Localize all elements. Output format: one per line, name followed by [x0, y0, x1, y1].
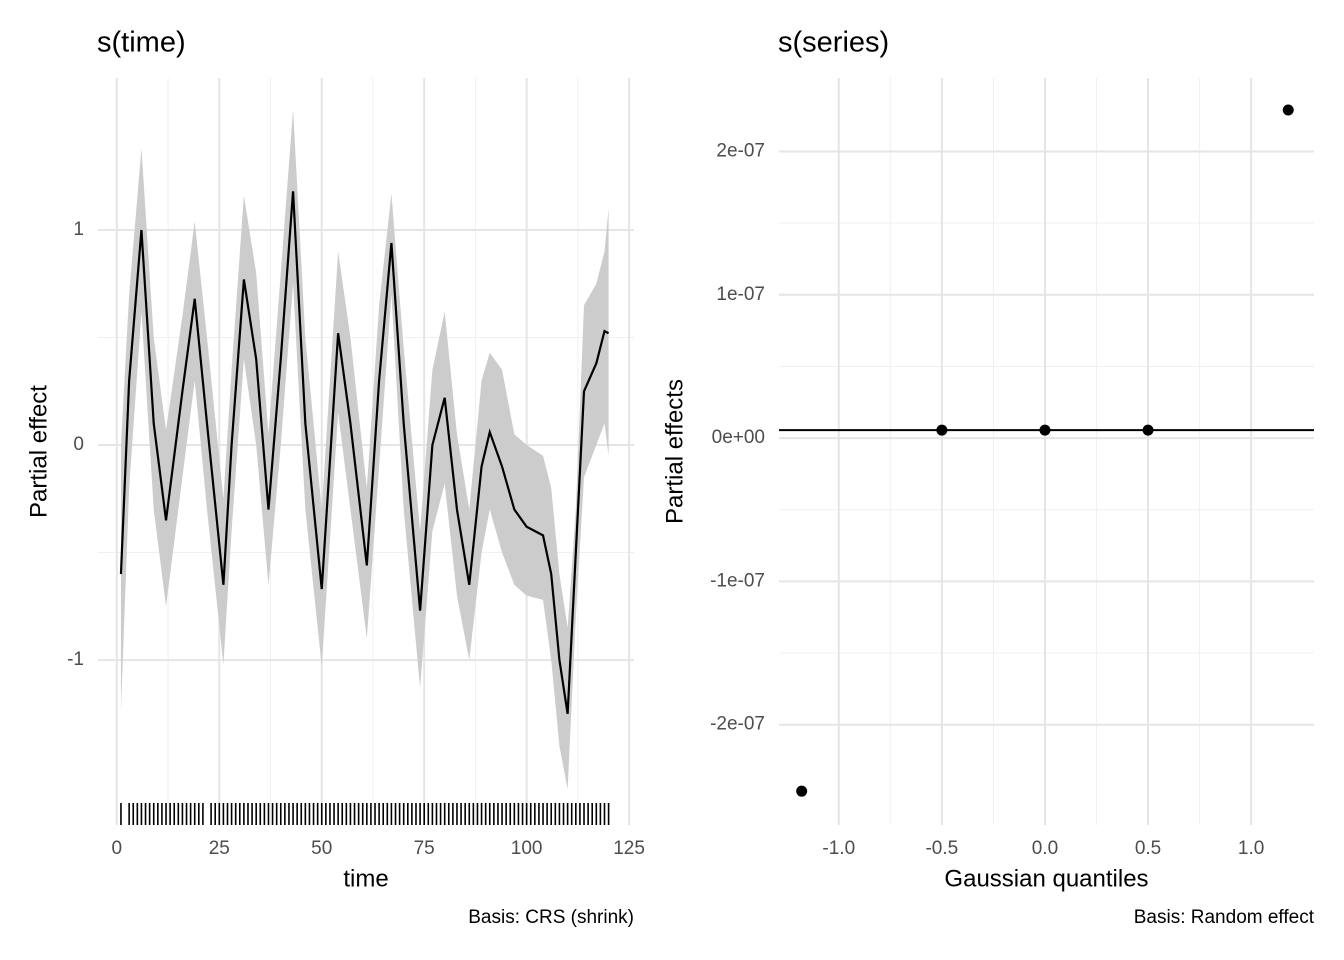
caption: Basis: Random effect — [1134, 907, 1315, 928]
confidence-band — [120, 109, 609, 790]
x-tick-label: 50 — [311, 838, 332, 859]
y-tick-label: -1e-07 — [710, 570, 765, 591]
y-tick-label: -2e-07 — [710, 714, 765, 735]
chart-title: s(time) — [97, 27, 186, 59]
chart-title: s(series) — [778, 27, 889, 59]
y-tick-label: 2e-07 — [716, 141, 765, 162]
point — [1142, 424, 1154, 436]
y-axis-label: Partial effects — [661, 379, 688, 524]
y-tick-label: 1e-07 — [716, 284, 765, 305]
point — [1282, 104, 1294, 116]
x-tick-label: 75 — [414, 838, 435, 859]
y-axis-label: Partial effect — [25, 385, 52, 518]
point — [1039, 424, 1051, 436]
x-tick-label: 1.0 — [1238, 838, 1264, 859]
x-tick-label: 0.0 — [1032, 838, 1058, 859]
x-tick-label: 0 — [112, 838, 123, 859]
y-tick-label: 1 — [73, 219, 84, 240]
x-tick-label: 0.5 — [1135, 838, 1161, 859]
y-tick-label: 0 — [73, 434, 84, 455]
x-tick-label: -1.0 — [822, 838, 855, 859]
y-tick-label: 0e+00 — [712, 427, 765, 448]
point — [936, 424, 948, 436]
caption: Basis: CRS (shrink) — [468, 907, 634, 928]
x-tick-label: 100 — [511, 838, 543, 859]
x-tick-label: 125 — [613, 838, 645, 859]
x-axis-label: Gaussian quantiles — [944, 865, 1148, 892]
y-tick-label: -1 — [67, 649, 84, 670]
x-tick-label: 25 — [209, 838, 230, 859]
x-tick-label: -0.5 — [925, 838, 958, 859]
x-axis-label: time — [343, 865, 388, 892]
smooth-line — [119, 191, 610, 714]
point — [796, 785, 808, 797]
